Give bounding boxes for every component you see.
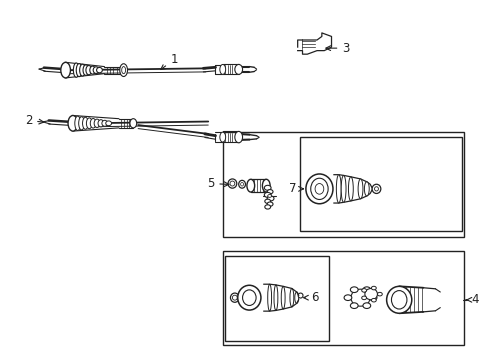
Ellipse shape — [232, 295, 237, 300]
Ellipse shape — [61, 62, 70, 78]
Ellipse shape — [86, 118, 92, 129]
Ellipse shape — [368, 295, 376, 301]
Bar — [300, 138, 461, 231]
Ellipse shape — [73, 63, 79, 77]
Ellipse shape — [374, 187, 378, 191]
Ellipse shape — [234, 64, 242, 75]
Ellipse shape — [264, 205, 270, 209]
Ellipse shape — [344, 295, 351, 301]
Ellipse shape — [220, 64, 225, 75]
Ellipse shape — [298, 293, 303, 298]
Ellipse shape — [220, 132, 225, 142]
Text: 4: 4 — [465, 293, 478, 306]
Ellipse shape — [350, 287, 357, 293]
Ellipse shape — [86, 66, 92, 75]
Bar — [223, 251, 464, 345]
Ellipse shape — [230, 293, 239, 302]
Ellipse shape — [93, 67, 99, 73]
Ellipse shape — [79, 117, 84, 130]
Ellipse shape — [386, 286, 411, 313]
Ellipse shape — [336, 175, 341, 203]
Ellipse shape — [341, 175, 346, 202]
Ellipse shape — [105, 121, 111, 126]
Ellipse shape — [102, 120, 107, 126]
Ellipse shape — [96, 67, 102, 73]
Ellipse shape — [267, 194, 271, 197]
Ellipse shape — [364, 288, 377, 300]
Ellipse shape — [234, 131, 242, 143]
Ellipse shape — [264, 185, 270, 190]
Text: 1: 1 — [161, 53, 178, 69]
Text: 5: 5 — [206, 177, 228, 190]
Ellipse shape — [83, 65, 89, 75]
Ellipse shape — [237, 285, 261, 310]
Ellipse shape — [262, 179, 269, 192]
Ellipse shape — [76, 64, 82, 77]
Ellipse shape — [361, 296, 366, 300]
Ellipse shape — [273, 285, 277, 310]
Ellipse shape — [305, 174, 332, 204]
Ellipse shape — [120, 64, 127, 77]
Bar — [223, 132, 464, 237]
Ellipse shape — [266, 190, 272, 194]
Ellipse shape — [122, 67, 125, 74]
Ellipse shape — [227, 179, 236, 188]
Ellipse shape — [267, 284, 271, 311]
Ellipse shape — [362, 287, 370, 293]
Ellipse shape — [310, 178, 327, 199]
Ellipse shape — [238, 180, 245, 188]
Ellipse shape — [90, 118, 96, 128]
Ellipse shape — [229, 181, 234, 186]
Ellipse shape — [94, 119, 100, 127]
Ellipse shape — [264, 192, 270, 197]
Ellipse shape — [264, 199, 270, 203]
Ellipse shape — [314, 184, 323, 194]
Bar — [224, 256, 328, 341]
Text: 3: 3 — [325, 42, 349, 55]
Ellipse shape — [68, 116, 78, 131]
Text: 2: 2 — [24, 114, 43, 127]
Ellipse shape — [350, 289, 369, 306]
Ellipse shape — [80, 64, 85, 76]
Ellipse shape — [242, 290, 256, 306]
Ellipse shape — [246, 179, 254, 192]
Ellipse shape — [98, 120, 103, 127]
Ellipse shape — [371, 286, 375, 290]
Ellipse shape — [364, 182, 368, 196]
Text: 6: 6 — [303, 291, 318, 304]
Ellipse shape — [90, 66, 95, 74]
Ellipse shape — [130, 119, 137, 128]
Ellipse shape — [361, 289, 366, 292]
Ellipse shape — [82, 117, 88, 129]
Ellipse shape — [357, 179, 362, 199]
Ellipse shape — [348, 177, 352, 201]
Ellipse shape — [281, 286, 285, 309]
Ellipse shape — [266, 196, 273, 201]
Ellipse shape — [371, 298, 375, 302]
Ellipse shape — [289, 288, 293, 307]
Ellipse shape — [266, 202, 272, 206]
Ellipse shape — [371, 184, 380, 193]
Ellipse shape — [377, 292, 382, 296]
Text: 7: 7 — [288, 183, 303, 195]
Ellipse shape — [240, 183, 243, 186]
Ellipse shape — [350, 303, 357, 309]
Ellipse shape — [75, 116, 81, 130]
Ellipse shape — [391, 291, 406, 309]
Ellipse shape — [362, 303, 370, 309]
Ellipse shape — [294, 292, 298, 303]
